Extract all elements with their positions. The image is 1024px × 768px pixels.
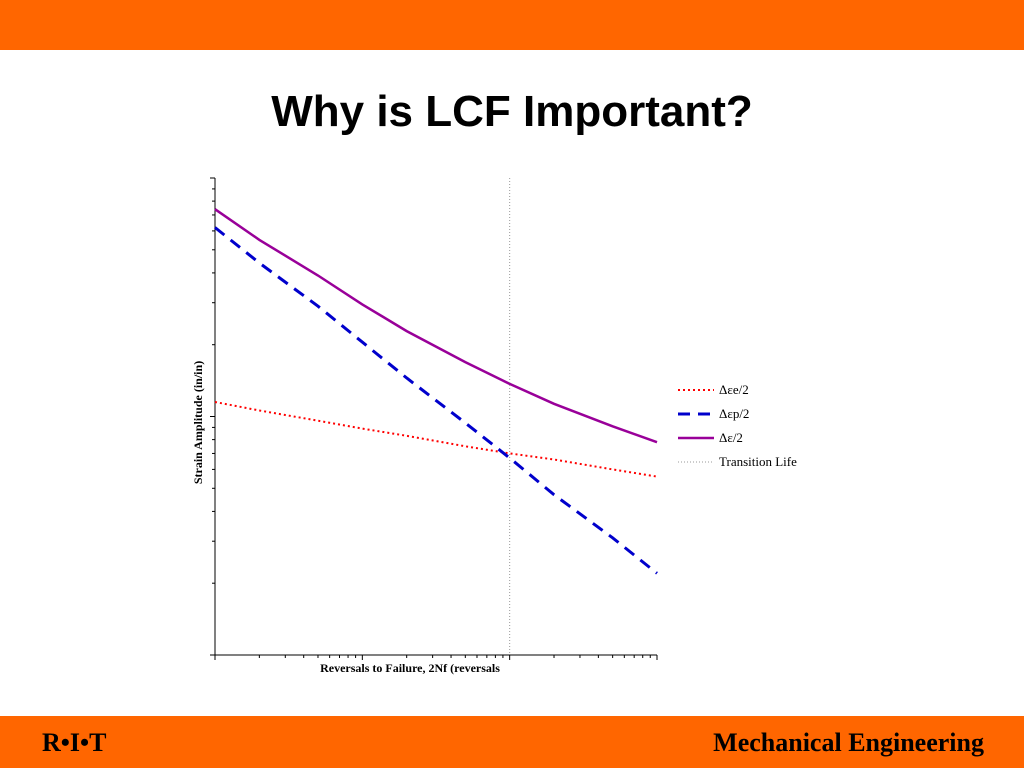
- series-line-2: [214, 208, 658, 444]
- rit-logo-text: R•I•T: [42, 728, 107, 757]
- y-axis-label: Strain Amplitude (in/in): [191, 361, 205, 484]
- top-accent-bar: [0, 0, 1024, 50]
- legend-label-2: Δε/2: [719, 430, 743, 445]
- strain-life-chart: Strain Amplitude (in/in) Reversals to Fa…: [191, 177, 797, 675]
- slide-title: Why is LCF Important?: [271, 87, 753, 136]
- x-axis-label: Reversals to Failure, 2Nf (reversals: [320, 661, 500, 675]
- legend-label-1: Δεp/2: [719, 406, 749, 421]
- bottom-accent-bar: [0, 716, 1024, 768]
- chart-legend: Δεe/2 Δεp/2 Δε/2 Transition Life: [678, 382, 797, 469]
- chart-axes: [210, 177, 658, 660]
- legend-label-0: Δεe/2: [719, 382, 749, 397]
- series-line-0: [214, 401, 658, 478]
- legend-label-3: Transition Life: [719, 454, 797, 469]
- department-name: Mechanical Engineering: [713, 728, 984, 757]
- chart-series: [214, 178, 658, 655]
- series-line-1: [214, 226, 658, 575]
